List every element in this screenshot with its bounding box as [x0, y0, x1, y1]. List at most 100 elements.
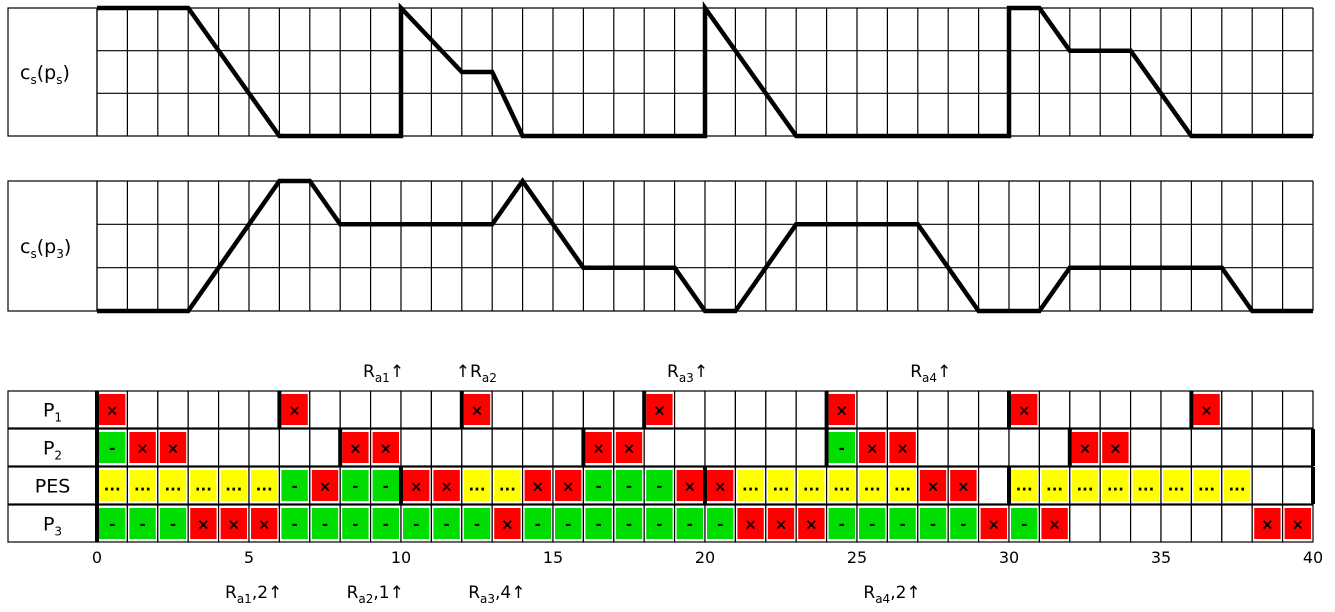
cell	[765, 428, 797, 467]
cell-fill	[494, 470, 521, 501]
cell-fill	[555, 470, 582, 501]
cell-fill	[251, 508, 278, 539]
tick-label: 5	[244, 548, 254, 567]
cell-symbol: ×	[349, 440, 362, 458]
cell	[1281, 428, 1314, 467]
cell-fill	[99, 432, 126, 463]
cell	[1281, 390, 1314, 429]
cell-symbol: -	[474, 516, 480, 534]
cell-symbol: ...	[256, 477, 273, 495]
cell	[1281, 466, 1314, 505]
cell-fill	[585, 432, 612, 463]
cell-fill	[463, 508, 491, 539]
cell	[977, 390, 1010, 429]
row-p2: P2 - × × × × × × - × × × ×	[7, 428, 1315, 467]
cell	[643, 428, 676, 467]
cell-symbol: -	[352, 478, 358, 496]
cell	[947, 428, 980, 467]
cell	[430, 428, 463, 467]
cell	[947, 390, 980, 429]
cell-fill	[342, 508, 369, 539]
cell-symbol: ×	[1079, 440, 1092, 458]
cell-fill	[859, 432, 886, 463]
cell	[613, 390, 645, 429]
cell-symbol: ...	[864, 477, 881, 495]
cell	[734, 390, 767, 429]
cell-symbol: ×	[957, 478, 970, 496]
cell-symbol: -	[291, 478, 297, 496]
cell-symbol: -	[626, 478, 632, 496]
cell-fill	[311, 508, 339, 539]
cell-symbol: ...	[1137, 477, 1154, 495]
cell-symbol: -	[869, 516, 875, 534]
bottom_annotations: Ra1,2↑ Ra2,1↑ Ra3,4↑ Ra4,2↑	[225, 583, 921, 606]
tick-label: 15	[543, 548, 563, 567]
cell-symbol: ×	[714, 478, 727, 496]
cell-fill	[889, 508, 916, 539]
cell-symbol: -	[595, 478, 601, 496]
cell-symbol: ...	[104, 477, 121, 495]
cell-fill	[585, 508, 612, 539]
cell-symbol: ...	[1198, 477, 1215, 495]
cell	[1251, 466, 1284, 505]
cell-symbol: -	[352, 516, 358, 534]
cell	[521, 390, 554, 429]
cell-symbol: ...	[742, 477, 759, 495]
cell	[977, 466, 1010, 505]
cell-symbol: ×	[866, 440, 879, 458]
chart-label-box	[7, 7, 98, 137]
cell	[1099, 390, 1132, 429]
cell-symbol: ×	[1018, 402, 1031, 420]
cell-symbol: ×	[653, 402, 666, 420]
cell-symbol: -	[687, 516, 693, 534]
cell-fill	[99, 394, 126, 425]
cell	[370, 390, 402, 429]
cell-symbol: ...	[164, 477, 181, 495]
cell-fill	[463, 394, 491, 425]
cell-fill	[1011, 508, 1038, 539]
cell-symbol: ×	[1292, 516, 1305, 534]
cell	[1251, 428, 1284, 467]
x-axis: 0 5 10 15 20 25 30 35 40	[92, 548, 1323, 567]
cell	[187, 390, 220, 429]
cell-fill	[433, 508, 460, 539]
row-label-box	[7, 504, 98, 543]
cell-symbol: -	[839, 516, 845, 534]
tick-label: 25	[847, 548, 867, 567]
cell-fill	[707, 508, 734, 539]
cell	[1190, 504, 1223, 543]
tick-label: 10	[391, 548, 411, 567]
cell-symbol: ×	[1261, 516, 1274, 534]
cell	[886, 390, 919, 429]
top_annotations: Ra1↑ ↑Ra2 Ra3↑ Ra4↑	[363, 362, 951, 385]
cell	[491, 390, 524, 429]
chart-label: cs​(ps​)	[20, 62, 70, 87]
cell-symbol: ×	[927, 478, 940, 496]
cell-fill	[798, 508, 825, 539]
row-label: P1	[43, 400, 62, 425]
cell	[673, 428, 706, 467]
cell	[248, 390, 280, 429]
cell-fill	[129, 508, 156, 539]
cell	[309, 390, 341, 429]
annotation-label: Ra4↑	[910, 362, 951, 385]
cell-symbol: ×	[744, 516, 757, 534]
cell-symbol: -	[656, 516, 662, 534]
cell-fill	[129, 470, 156, 501]
cell-fill	[1223, 470, 1251, 501]
cell-fill	[159, 432, 187, 463]
cell-fill	[919, 508, 947, 539]
cell	[1251, 390, 1284, 429]
cell-symbol: -	[139, 516, 145, 534]
cell-fill	[99, 470, 126, 501]
cell-symbol: ×	[592, 440, 605, 458]
cell-fill	[767, 508, 795, 539]
cell-fill	[342, 432, 369, 463]
chart-line	[97, 177, 1313, 314]
row-label: PES	[35, 476, 71, 498]
cell-symbol: -	[383, 478, 389, 496]
cell-symbol: -	[626, 516, 632, 534]
cell-fill	[767, 470, 795, 501]
cell-fill	[1071, 470, 1099, 501]
